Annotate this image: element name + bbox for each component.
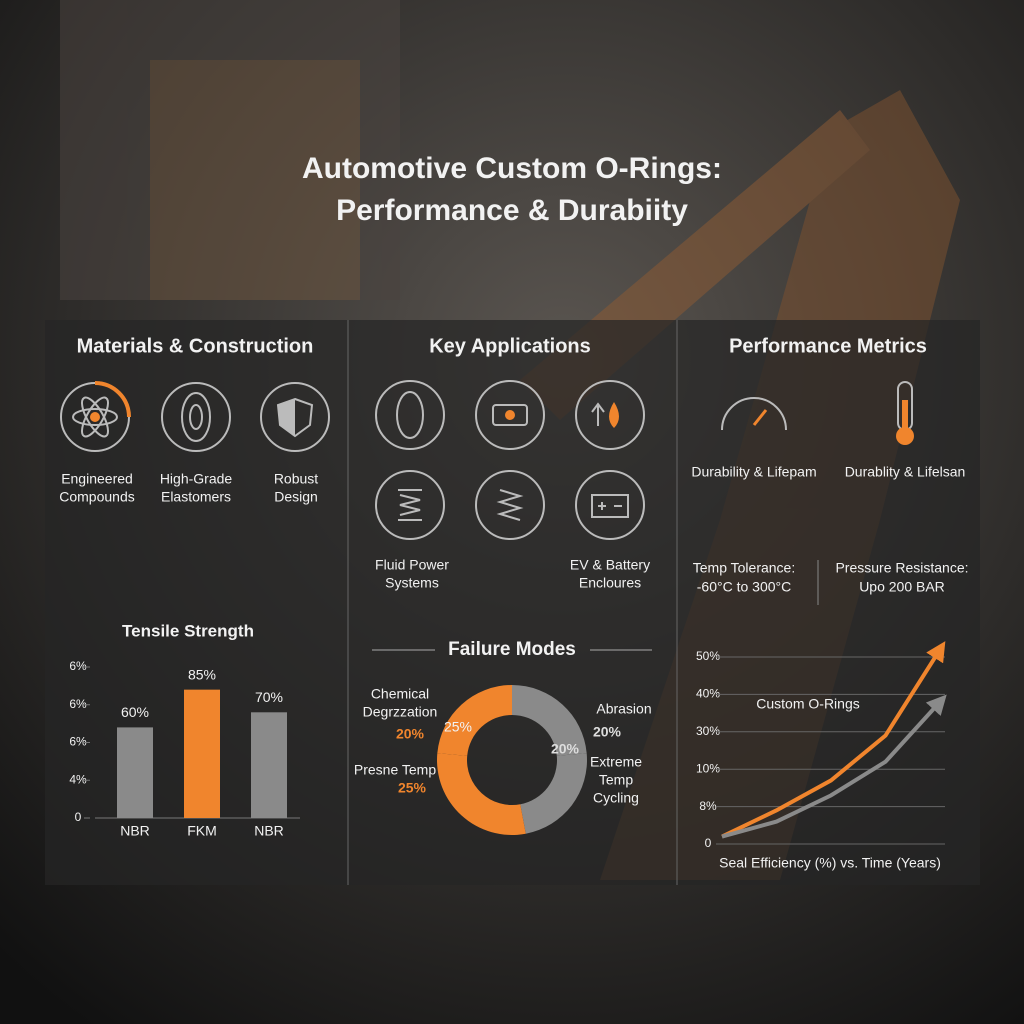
label: Compounds bbox=[59, 489, 135, 505]
x-axis-title: Seal Efficiency (%) vs. Time (Years) bbox=[719, 855, 941, 871]
label: Durability & Lifepam bbox=[691, 464, 816, 480]
heading: Key Applications bbox=[429, 335, 591, 357]
y-tick-label: 30% bbox=[696, 724, 720, 738]
y-tick-label: 40% bbox=[696, 687, 720, 701]
bar bbox=[184, 689, 220, 818]
label: Degrzzation bbox=[363, 704, 438, 720]
value-label: 20% bbox=[551, 741, 580, 757]
donut-segment bbox=[512, 685, 587, 756]
value-label: 60% bbox=[121, 704, 149, 720]
label: Robust bbox=[274, 471, 318, 487]
y-tick-label: 6% bbox=[69, 697, 87, 711]
line bbox=[721, 694, 947, 839]
chart-title: Failure Modes bbox=[448, 639, 576, 660]
x-tick-label: FKM bbox=[187, 823, 217, 839]
title: Automotive Custom O-Rings: bbox=[302, 152, 722, 185]
heading: Performance Metrics bbox=[729, 335, 927, 357]
x-tick-label: NBR bbox=[120, 823, 150, 839]
donut-segment bbox=[436, 753, 526, 835]
label: High-Grade bbox=[160, 471, 233, 487]
y-tick-label: 6% bbox=[69, 735, 87, 749]
bar bbox=[117, 727, 153, 818]
y-tick-label: 0 bbox=[705, 836, 712, 850]
title: Performance & Durabiity bbox=[336, 194, 688, 227]
value-label: 20% bbox=[396, 726, 425, 742]
y-tick-label: 0 bbox=[75, 810, 82, 824]
value-label: 85% bbox=[188, 666, 216, 682]
heading: Materials & Construction bbox=[77, 335, 314, 357]
donut-segment bbox=[437, 685, 512, 756]
label: Elastomers bbox=[161, 489, 231, 505]
y-tick-label: 4% bbox=[69, 772, 87, 786]
label: Fluid Power bbox=[375, 557, 449, 573]
label: Temp Tolerance: bbox=[693, 560, 795, 576]
y-tick-label: 10% bbox=[696, 761, 720, 775]
icons bbox=[60, 380, 914, 540]
label: Cycling bbox=[593, 790, 639, 806]
y-tick-label: 50% bbox=[696, 649, 720, 663]
label: Temp bbox=[599, 772, 633, 788]
label: Extreme bbox=[590, 754, 642, 770]
value-label: 70% bbox=[255, 689, 283, 705]
y-tick-label: 8% bbox=[699, 799, 717, 813]
x-tick-label: NBR bbox=[254, 823, 284, 839]
annotation: Custom O-Rings bbox=[756, 696, 859, 712]
label: Pressure Resistance: bbox=[835, 560, 968, 576]
label: Chemical bbox=[371, 686, 429, 702]
bar bbox=[251, 712, 287, 818]
label: Presne Temp bbox=[354, 762, 436, 778]
label: EV & Battery bbox=[570, 557, 650, 573]
donut-segment bbox=[520, 753, 587, 834]
y-tick-label: 6% bbox=[69, 659, 87, 673]
value-label: 20% bbox=[593, 724, 622, 740]
label: Engineered bbox=[61, 471, 133, 487]
label: Durablity & Lifelsan bbox=[845, 464, 966, 480]
label: Design bbox=[274, 489, 318, 505]
value-label: 25% bbox=[398, 780, 427, 796]
line bbox=[721, 641, 946, 839]
label: -60°C to 300°C bbox=[697, 579, 791, 595]
annotation: 25% bbox=[444, 719, 472, 735]
label: Encloures bbox=[579, 575, 641, 591]
chart-title: Tensile Strength bbox=[122, 621, 254, 640]
label: Systems bbox=[385, 575, 439, 591]
label: Abrasion bbox=[596, 701, 651, 717]
label: Upo 200 BAR bbox=[859, 579, 945, 595]
